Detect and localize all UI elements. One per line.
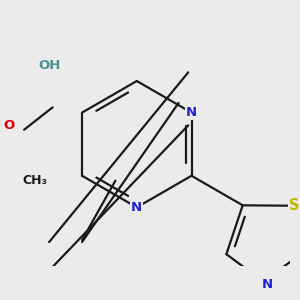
Text: N: N [131, 201, 142, 214]
Text: CH₃: CH₃ [22, 174, 47, 187]
Text: S: S [289, 198, 299, 213]
Text: N: N [186, 106, 197, 119]
Text: O: O [3, 119, 14, 132]
Text: N: N [262, 278, 273, 291]
Text: OH: OH [38, 59, 60, 72]
